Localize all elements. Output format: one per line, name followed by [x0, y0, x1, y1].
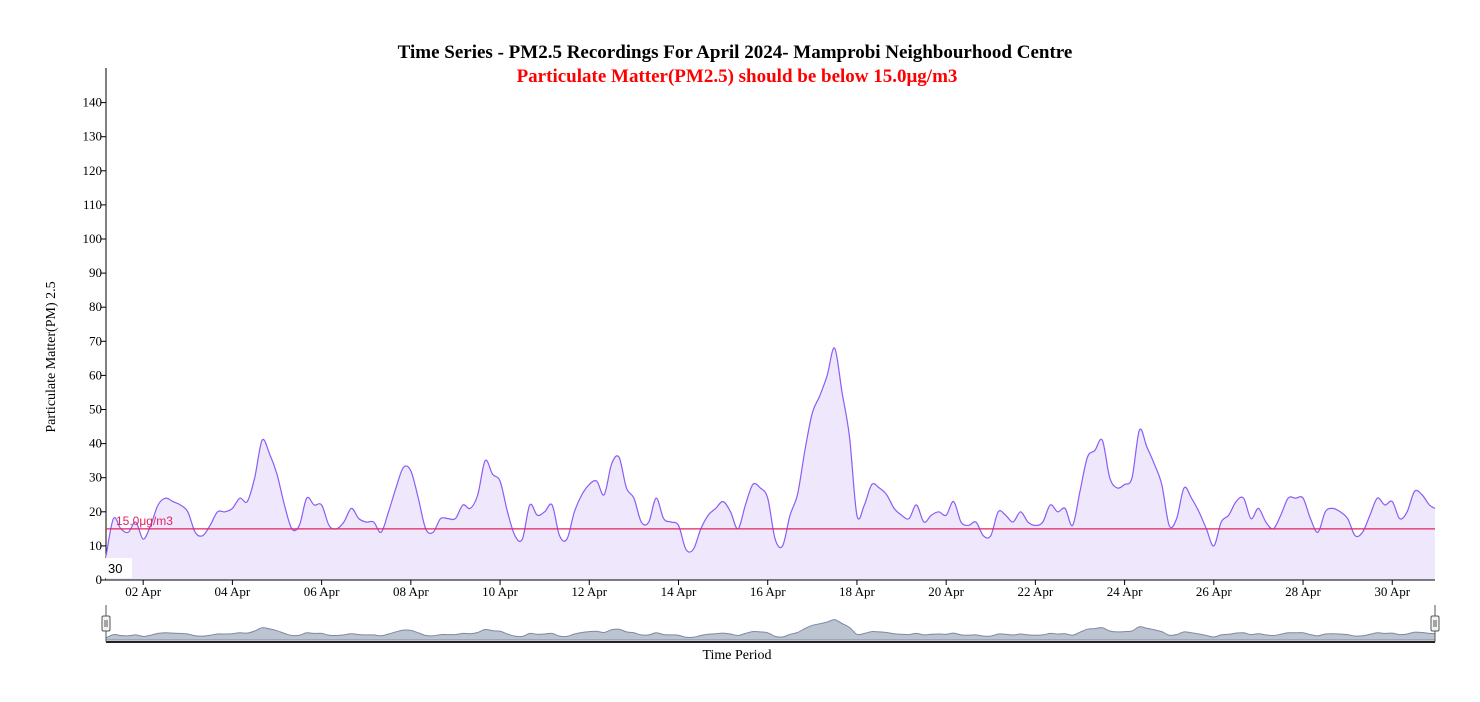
y-tick-label: 20	[89, 504, 102, 519]
hover-value-label: 30	[108, 561, 122, 576]
y-tick-label: 40	[89, 436, 102, 451]
x-tick-label: 14 Apr	[661, 584, 697, 599]
x-tick-label: 26 Apr	[1196, 584, 1232, 599]
chart-subtitle: Particulate Matter(PM2.5) should be belo…	[517, 66, 958, 87]
y-tick-label: 130	[83, 129, 103, 144]
navigator-area	[105, 619, 1436, 641]
x-tick-label: 10 Apr	[482, 584, 518, 599]
x-tick-label: 06 Apr	[304, 584, 340, 599]
chart-title: Time Series - PM2.5 Recordings For April…	[398, 42, 1073, 63]
x-tick-label: 24 Apr	[1107, 584, 1143, 599]
y-tick-label: 70	[89, 333, 102, 348]
x-tick-label: 28 Apr	[1285, 584, 1321, 599]
hover-value-box	[105, 558, 132, 578]
pm25-area-fill	[106, 347, 1435, 580]
range-navigator[interactable]	[101, 605, 1440, 643]
x-tick-label: 02 Apr	[125, 584, 161, 599]
y-tick-label: 80	[89, 299, 102, 314]
navigator-right-handle[interactable]	[1430, 615, 1440, 632]
x-tick-label: 22 Apr	[1017, 584, 1053, 599]
y-tick-label: 140	[83, 95, 103, 110]
x-axis-ticks: 02 Apr 04 Apr 06 Apr 08 Apr 10 Apr 12 Apr 14 A…	[125, 580, 1411, 599]
x-tick-label: 04 Apr	[215, 584, 251, 599]
x-tick-label: 08 Apr	[393, 584, 429, 599]
x-tick-label: 20 Apr	[928, 584, 964, 599]
threshold-label: 15.0μg/m3	[116, 514, 173, 528]
y-tick-label: 120	[83, 163, 103, 178]
y-axis-label: Particulate Matter(PM) 2.5	[44, 281, 59, 432]
y-tick-label: 110	[83, 197, 102, 212]
navigator-left-handle[interactable]	[101, 615, 111, 632]
x-tick-label: 30 Apr	[1374, 584, 1410, 599]
y-tick-label: 50	[89, 402, 102, 417]
x-axis-label: Time Period	[702, 648, 771, 663]
y-tick-label: 100	[83, 231, 103, 246]
y-tick-label: 90	[89, 265, 102, 280]
y-axis-ticks: 0 10 20 30 40 50 60 70 80 90 100 110 120 130 140	[83, 95, 106, 587]
x-tick-label: 18 Apr	[839, 584, 875, 599]
y-tick-label: 0	[96, 572, 103, 587]
pm25-series-line	[105, 347, 1436, 557]
y-tick-label: 60	[89, 367, 102, 382]
y-tick-label: 30	[89, 470, 102, 485]
x-tick-label: 16 Apr	[750, 584, 786, 599]
y-tick-label: 10	[89, 538, 102, 553]
x-tick-label: 12 Apr	[571, 584, 607, 599]
